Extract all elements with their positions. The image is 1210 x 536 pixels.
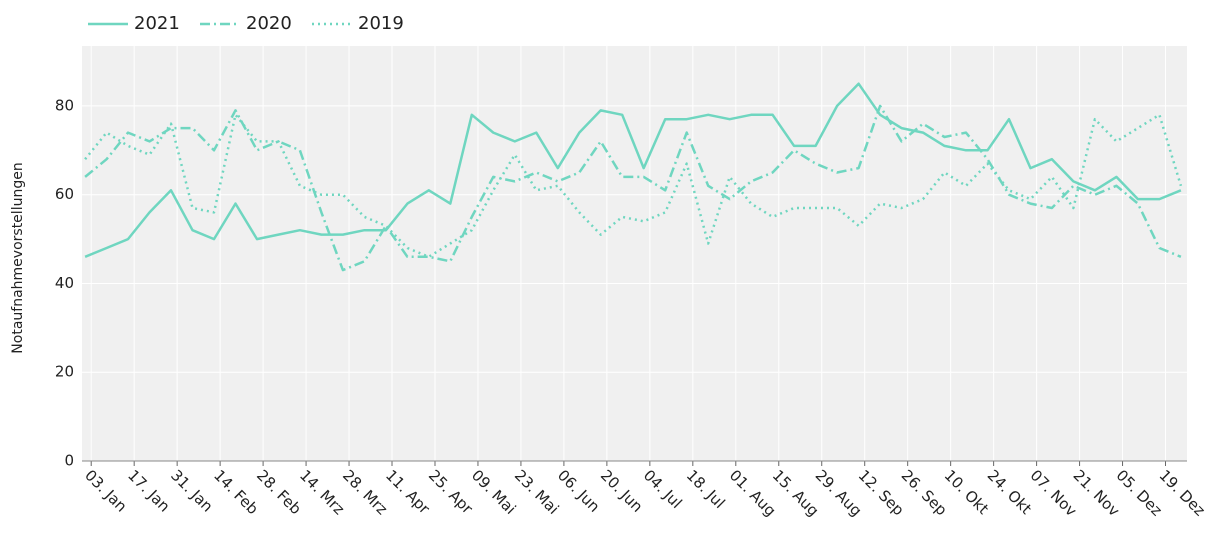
y-tick-label: 80: [55, 96, 74, 114]
x-tick-label: 31. Jan: [167, 466, 216, 515]
x-tick-label: 12. Sep: [855, 466, 908, 519]
x-tick-label: 23. Mai: [511, 466, 563, 518]
y-tick-label: 40: [55, 274, 74, 292]
x-tick-label: 11. Apr: [382, 466, 434, 518]
series-line: [84, 104, 1182, 272]
x-tick-label: 18. Jul: [683, 466, 729, 512]
series-line: [84, 82, 1182, 258]
x-tick-label: 04. Jul: [640, 466, 686, 512]
x-tick-label: 06. Jun: [554, 466, 604, 516]
x-tick-label: 21. Nov: [1070, 466, 1124, 520]
y-tick-label: 0: [64, 452, 74, 470]
legend-item: 2019: [312, 13, 404, 34]
x-tick-label: 19. Dez: [1156, 466, 1209, 519]
x-tick-label: 17. Jan: [124, 466, 173, 515]
x-tick-label: 09. Mai: [468, 466, 520, 518]
x-tick-label: 14. Feb: [210, 466, 262, 518]
plot-background: [82, 46, 1187, 461]
x-tick-label: 28. Feb: [253, 466, 305, 518]
y-tick-label: 20: [55, 363, 74, 381]
legend-item: 2020: [200, 13, 292, 34]
x-tick-label: 10. Okt: [941, 466, 993, 518]
x-tick-label: 15. Aug: [769, 466, 823, 520]
x-tick-label: 01. Aug: [726, 466, 780, 520]
x-tick-label: 26. Sep: [898, 466, 951, 519]
x-tick-label: 14. Mrz: [296, 466, 348, 518]
legend-label: 2020: [246, 13, 292, 34]
x-tick-label: 25. Apr: [425, 466, 477, 518]
x-tick-label: 20. Jun: [597, 466, 647, 516]
x-tick-label: 24. Okt: [984, 466, 1036, 518]
x-tick-label: 29. Aug: [812, 466, 866, 520]
x-tick-label: 28. Mrz: [339, 466, 391, 518]
x-tick-label: 03. Jan: [81, 466, 130, 515]
legend-label: 2019: [358, 13, 404, 34]
x-tick-label: 05. Dez: [1113, 466, 1166, 519]
x-tick-label: 07. Nov: [1027, 466, 1081, 520]
y-axis-label: Notaufnahmevorstellungen: [10, 162, 26, 353]
legend-item: 2021: [88, 13, 180, 34]
y-tick-label: 60: [55, 185, 74, 203]
legend-label: 2021: [134, 13, 180, 34]
